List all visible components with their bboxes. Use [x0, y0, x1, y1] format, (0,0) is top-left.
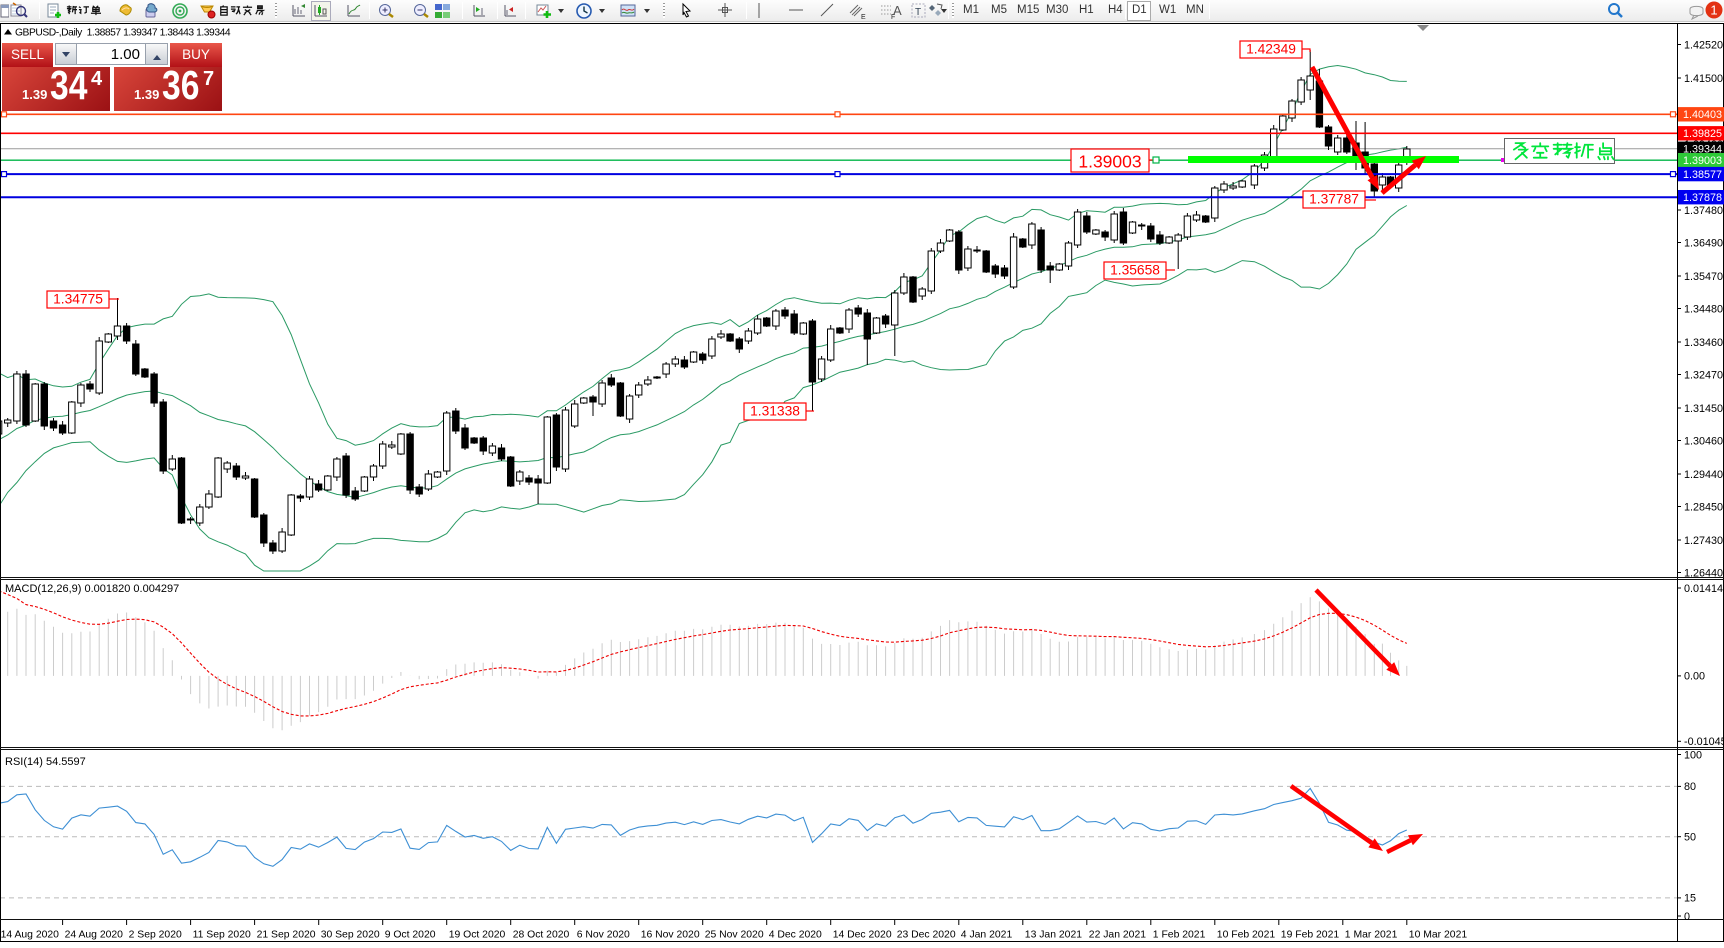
svg-text:22 Jan 2021: 22 Jan 2021 [1089, 930, 1146, 941]
svg-text:1.41500: 1.41500 [1684, 73, 1723, 85]
svg-text:28 Oct 2020: 28 Oct 2020 [513, 930, 570, 941]
svg-text:0.014146: 0.014146 [1684, 583, 1724, 595]
svg-text:14 Dec 2020: 14 Dec 2020 [833, 930, 892, 941]
svg-text:14 Aug 2020: 14 Aug 2020 [1, 930, 60, 941]
svg-text:1.42349: 1.42349 [1246, 42, 1296, 57]
svg-text:21 Sep 2020: 21 Sep 2020 [257, 930, 316, 941]
svg-text:1 Feb 2021: 1 Feb 2021 [1153, 930, 1206, 941]
svg-text:30 Sep 2020: 30 Sep 2020 [321, 930, 380, 941]
svg-text:1.37480: 1.37480 [1684, 205, 1723, 217]
svg-text:23 Dec 2020: 23 Dec 2020 [897, 930, 956, 941]
svg-text:1.35470: 1.35470 [1684, 271, 1723, 283]
svg-text:1.39003: 1.39003 [1078, 152, 1141, 172]
svg-text:1.39003: 1.39003 [1683, 155, 1722, 167]
svg-text:1.31450: 1.31450 [1684, 403, 1723, 415]
svg-text:1.42520: 1.42520 [1684, 39, 1723, 51]
svg-text:MACD(12,26,9) 0.001820 0.00429: MACD(12,26,9) 0.001820 0.004297 [5, 583, 179, 595]
svg-text:16 Nov 2020: 16 Nov 2020 [641, 930, 700, 941]
svg-text:9 Oct 2020: 9 Oct 2020 [385, 930, 436, 941]
svg-text:1.29440: 1.29440 [1684, 469, 1723, 481]
svg-text:4 Jan 2021: 4 Jan 2021 [961, 930, 1013, 941]
svg-text:1.37878: 1.37878 [1683, 192, 1722, 204]
svg-text:1: 1 [1710, 3, 1717, 18]
svg-text:1.31338: 1.31338 [750, 404, 800, 419]
svg-text:1.35658: 1.35658 [1110, 263, 1160, 278]
svg-text:1.34775: 1.34775 [53, 292, 103, 307]
svg-text:2 Sep 2020: 2 Sep 2020 [129, 930, 182, 941]
svg-text:19 Feb 2021: 19 Feb 2021 [1281, 930, 1340, 941]
svg-text:T: T [915, 7, 921, 18]
svg-text:1.39344: 1.39344 [1683, 144, 1722, 156]
svg-text:50: 50 [1684, 832, 1696, 844]
svg-text:1.26440: 1.26440 [1684, 567, 1723, 579]
svg-text:1 Mar 2021: 1 Mar 2021 [1345, 930, 1398, 941]
svg-text:15: 15 [1684, 893, 1696, 905]
svg-text:1.27430: 1.27430 [1684, 535, 1723, 547]
svg-text:80: 80 [1684, 781, 1696, 793]
svg-text:1.33460: 1.33460 [1684, 337, 1723, 349]
svg-text:100: 100 [1684, 749, 1702, 761]
svg-text:1.34480: 1.34480 [1684, 303, 1723, 315]
svg-text:1.38577: 1.38577 [1683, 169, 1722, 181]
svg-text:10 Mar 2021: 10 Mar 2021 [1409, 930, 1468, 941]
svg-text:RSI(14) 54.5597: RSI(14) 54.5597 [5, 756, 86, 768]
svg-text:11 Sep 2020: 11 Sep 2020 [193, 930, 251, 941]
svg-text:25 Nov 2020: 25 Nov 2020 [705, 930, 764, 941]
svg-text:10 Feb 2021: 10 Feb 2021 [1217, 930, 1276, 941]
svg-text:F: F [891, 14, 895, 20]
svg-text:1.40403: 1.40403 [1683, 109, 1722, 121]
svg-text:24 Aug 2020: 24 Aug 2020 [65, 930, 124, 941]
svg-text:E: E [861, 14, 866, 20]
svg-text:13 Jan 2021: 13 Jan 2021 [1025, 930, 1082, 941]
svg-text:GBPUSD-,Daily 1.38857 1.39347: GBPUSD-,Daily 1.38857 1.39347 1.38443 1.… [15, 28, 231, 39]
svg-text:-0.010459: -0.010459 [1684, 736, 1724, 748]
svg-text:1.30460: 1.30460 [1684, 435, 1723, 447]
svg-text:1.36490: 1.36490 [1684, 237, 1723, 249]
svg-text:1.37787: 1.37787 [1309, 192, 1359, 207]
svg-text:1.28450: 1.28450 [1684, 501, 1723, 513]
svg-text:19 Oct 2020: 19 Oct 2020 [449, 930, 506, 941]
svg-text:1.32470: 1.32470 [1684, 369, 1723, 381]
svg-text:0: 0 [1684, 911, 1690, 923]
svg-text:1.39825: 1.39825 [1683, 128, 1722, 140]
svg-text:4 Dec 2020: 4 Dec 2020 [769, 930, 822, 941]
svg-text:6 Nov 2020: 6 Nov 2020 [577, 930, 630, 941]
svg-text:0.00: 0.00 [1684, 671, 1705, 683]
